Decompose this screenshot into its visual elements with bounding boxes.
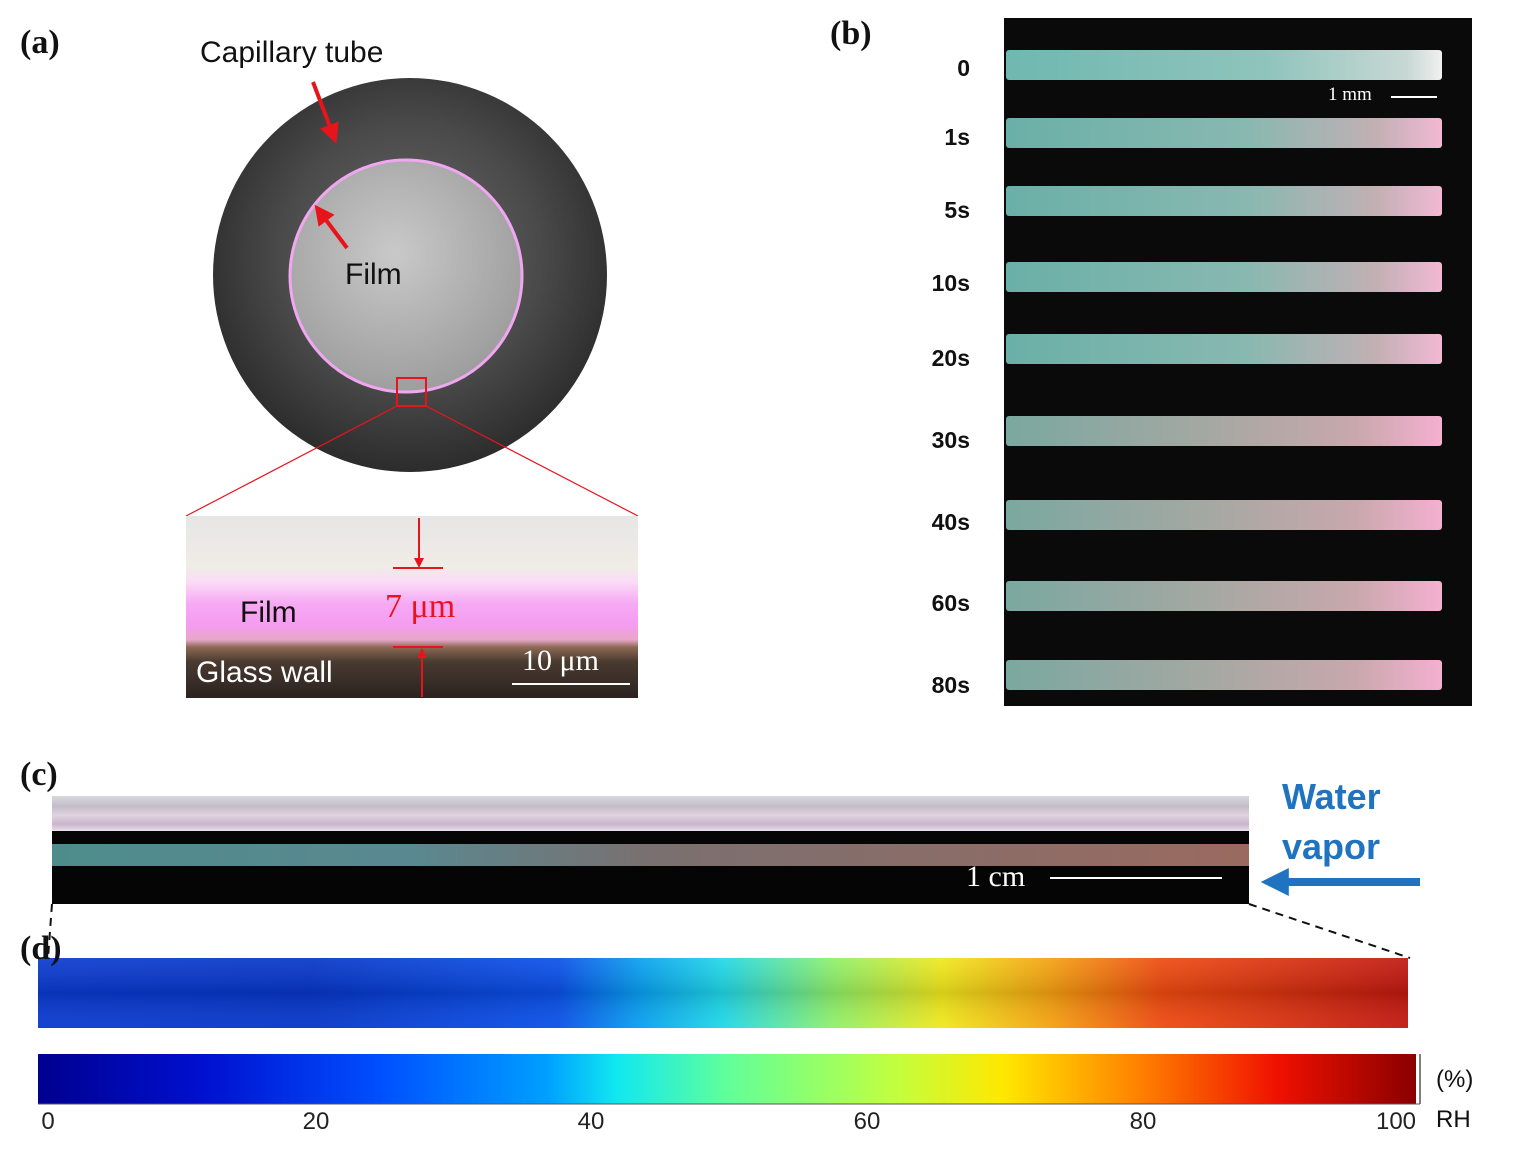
film-label: Film bbox=[345, 258, 402, 291]
frame-tube-1s bbox=[1006, 118, 1442, 148]
rh-distribution-shade bbox=[38, 958, 1408, 1028]
zoom-dash-left bbox=[47, 903, 53, 959]
time-label: 40s bbox=[931, 509, 970, 535]
colorbar-tick: 40 bbox=[577, 1108, 605, 1135]
frame-tube-10s bbox=[1006, 262, 1442, 292]
frame-tube-60s bbox=[1006, 581, 1442, 611]
zoom-film-label: Film bbox=[240, 596, 297, 629]
colorbar-tick: 80 bbox=[1129, 1108, 1157, 1135]
zoom-inset-image bbox=[186, 516, 638, 698]
water-vapor-label-line2: vapor bbox=[1282, 826, 1381, 867]
full-capillary-image bbox=[47, 796, 1420, 959]
capillary-long-tube bbox=[52, 844, 1249, 866]
frame-scale-label: 1 mm bbox=[1328, 84, 1372, 105]
colorbar-quantity-label: RH bbox=[1436, 1106, 1471, 1133]
film-ring bbox=[288, 158, 524, 394]
glass-wall-label: Glass wall bbox=[196, 656, 333, 689]
zoom-line-right bbox=[425, 405, 639, 517]
rh-colorbar bbox=[38, 1054, 1421, 1105]
frame-tube-80s bbox=[1006, 660, 1442, 690]
time-label: 20s bbox=[931, 345, 970, 371]
capillary-arrow bbox=[311, 81, 339, 144]
time-series-image: 1 mm bbox=[1004, 18, 1472, 706]
time-labels: 0 1s 5s 10s 20s 30s 40s 60s 80s bbox=[890, 0, 970, 720]
colorbar-unit-label: (%) bbox=[1436, 1066, 1474, 1093]
rh-map bbox=[38, 958, 1408, 1028]
film-arrow bbox=[314, 204, 349, 250]
time-label: 80s bbox=[931, 672, 970, 698]
panel-d-label: (d) bbox=[20, 930, 62, 967]
time-label: 30s bbox=[931, 427, 970, 453]
water-vapor-label-line1: Water bbox=[1282, 776, 1381, 817]
capillary-tube-label: Capillary tube bbox=[200, 36, 384, 69]
capillary-top-strip bbox=[52, 796, 1249, 831]
time-label: 1s bbox=[944, 124, 970, 150]
time-label: 10s bbox=[931, 270, 970, 296]
colorbar-tick: 20 bbox=[302, 1108, 330, 1135]
thickness-label: 7 μm bbox=[385, 588, 456, 625]
panel-c-label: (c) bbox=[20, 756, 58, 793]
colorbar-tick: 100 bbox=[1375, 1108, 1417, 1135]
zoom-region-marker bbox=[396, 377, 427, 407]
time-label: 0 bbox=[957, 55, 970, 81]
zoom-scale-label: 10 μm bbox=[522, 644, 599, 677]
time-label: 60s bbox=[931, 590, 970, 616]
zoom-line-left bbox=[185, 405, 398, 517]
frame-tube-20s bbox=[1006, 334, 1442, 364]
colorbar-tick: 0 bbox=[41, 1108, 55, 1135]
capillary-time-frames bbox=[1006, 50, 1442, 690]
colorbar-tick: 60 bbox=[853, 1108, 881, 1135]
frame-tube-0 bbox=[1006, 50, 1442, 80]
capillary-cross-section bbox=[185, 78, 639, 698]
colorbar-gradient bbox=[38, 1054, 1416, 1104]
frame-tube-30s bbox=[1006, 416, 1442, 446]
panel-b-label: (b) bbox=[830, 15, 872, 52]
zoom-dash-right bbox=[1248, 903, 1411, 959]
frame-tube-40s bbox=[1006, 500, 1442, 530]
frame-tube-5s bbox=[1006, 186, 1442, 216]
panel-a-label: (a) bbox=[20, 24, 60, 61]
time-label: 5s bbox=[944, 197, 970, 223]
capillary-scale-label: 1 cm bbox=[966, 860, 1026, 893]
